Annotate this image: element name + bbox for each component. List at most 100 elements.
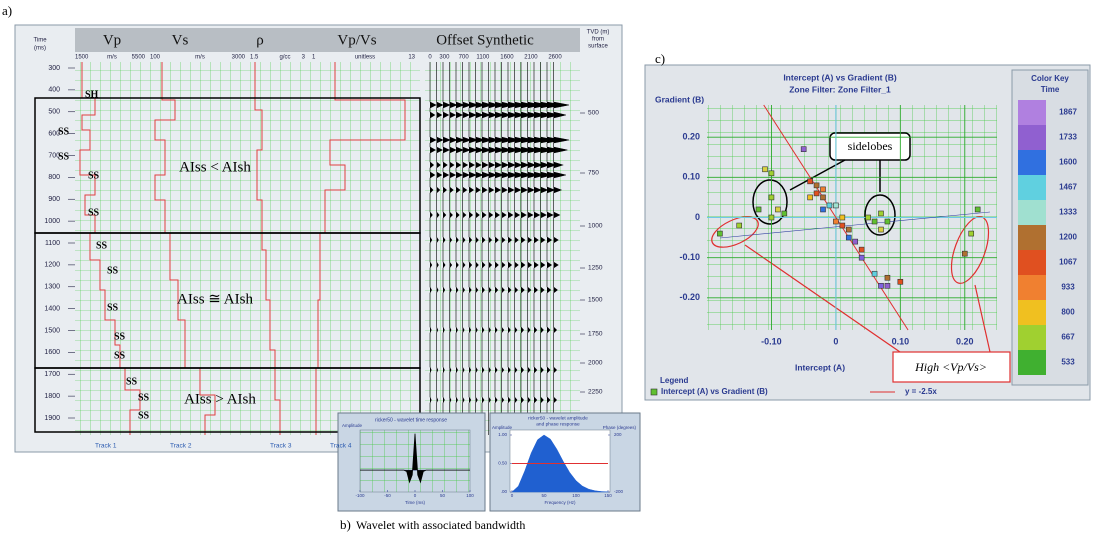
point <box>820 206 826 213</box>
y-tick-label: .00 <box>501 489 508 494</box>
chart-title: Intercept (A) vs Gradient (B) <box>783 72 897 82</box>
lithology-label: SS <box>96 240 108 251</box>
x-axis-label: Time (ms) <box>405 500 426 505</box>
point <box>884 274 891 281</box>
color-swatch <box>1018 250 1046 275</box>
lithology-label: SS <box>107 265 119 276</box>
point <box>884 218 891 225</box>
point <box>878 283 884 289</box>
color-key-label: 1067 <box>1059 258 1077 267</box>
lithology-label: SS <box>114 350 126 361</box>
scale-label: 100 <box>150 55 161 61</box>
x-tick-label: 50 <box>440 493 446 498</box>
lithology-label: SS <box>58 151 70 162</box>
lithology-label: SS <box>138 392 150 403</box>
annotation: High <Vp/Vs> <box>914 360 987 374</box>
y-tick-label: 1.00 <box>498 432 507 437</box>
color-swatch <box>1018 225 1046 250</box>
point <box>775 206 781 213</box>
trace <box>514 62 528 435</box>
point <box>807 178 813 185</box>
color-swatch <box>1018 125 1046 150</box>
point <box>897 278 904 285</box>
time-tick-label: 1300 <box>44 284 60 291</box>
x-tick-label: 50 <box>541 493 547 498</box>
point <box>800 146 807 152</box>
wavelet <box>360 433 470 484</box>
time-tick-label: 1400 <box>44 305 60 312</box>
point <box>768 214 775 221</box>
legend-label: y = -2.5x <box>905 387 937 396</box>
x-tick-label: -50 <box>384 493 391 498</box>
x-axis-label: Frequency (Hz) <box>544 500 576 505</box>
scale-label: m/s <box>195 55 205 61</box>
track-label: Track 4 <box>330 443 352 450</box>
zone-label: AIss < AIsh <box>179 159 251 175</box>
log-header <box>75 28 580 52</box>
trace <box>436 62 444 435</box>
lithology-label: SS <box>107 302 119 313</box>
chart-title: and phase response <box>536 421 580 427</box>
point <box>858 254 865 261</box>
trace <box>442 62 451 435</box>
y-tick-label: 0.50 <box>498 461 507 466</box>
background-line <box>719 211 991 239</box>
log-grid <box>75 62 420 435</box>
trace <box>429 62 437 435</box>
trace <box>468 62 479 435</box>
point <box>717 230 723 237</box>
caption: Wavelet with associated bandwidth <box>356 518 525 532</box>
point <box>871 270 878 277</box>
scale-label: m/s <box>107 55 117 61</box>
track-title: Vp <box>103 32 121 48</box>
lithology-label: SS <box>58 126 70 137</box>
color-key-label: 1867 <box>1059 108 1077 117</box>
scale-label: 13 <box>408 55 415 61</box>
time-tick-label: 700 <box>48 152 60 159</box>
trace <box>481 62 494 435</box>
color-swatch <box>1018 150 1046 175</box>
lithology-label: SS <box>88 207 100 218</box>
tvd-tick-label: 1250 <box>588 265 603 272</box>
panel-label: b) <box>340 517 351 532</box>
axis-label: TVD (m) <box>587 30 610 36</box>
y-tick-label: 0.20 <box>682 132 700 142</box>
trace <box>520 62 535 435</box>
tvd-tick-label: 2250 <box>588 389 603 396</box>
y-tick-label: 0 <box>695 212 700 222</box>
legend-label: Intercept (A) vs Gradient (B) <box>661 387 768 396</box>
color-swatch <box>1018 300 1046 325</box>
lithology-label: SS <box>126 376 138 387</box>
color-swatch <box>1018 200 1046 225</box>
annotation: sidelobes <box>848 139 893 153</box>
point <box>878 226 884 233</box>
scale-label: 1500 <box>75 55 89 61</box>
point <box>961 250 968 257</box>
track-label: Track 2 <box>170 443 192 450</box>
scale-label: 1.5 <box>250 55 259 61</box>
time-tick-label: 1200 <box>44 262 60 269</box>
offset-label: 0 <box>428 55 432 61</box>
color-key-label: 667 <box>1061 333 1075 342</box>
y-axis-label: Amplitude <box>492 425 513 430</box>
high-vpvs-marks <box>711 216 1011 383</box>
tvd-tick-label: 2000 <box>588 360 603 367</box>
x-axis-label: Intercept (A) <box>795 362 845 372</box>
axis-label: Time <box>33 38 47 44</box>
scale-label: 3 <box>302 55 306 61</box>
track-label: Track 1 <box>95 443 117 450</box>
x-tick-label: 0.10 <box>892 336 910 346</box>
time-tick-label: 500 <box>48 109 60 116</box>
trace <box>455 62 465 435</box>
point <box>813 182 820 189</box>
trace <box>488 62 501 435</box>
time-tick-label: 1800 <box>44 393 60 400</box>
time-tick-label: 1100 <box>45 240 60 247</box>
lithology-label: SH <box>85 89 99 100</box>
zone-boxes <box>34 97 421 433</box>
time-tick-label: 600 <box>48 130 60 137</box>
trace <box>449 62 458 435</box>
trace <box>546 62 563 435</box>
trace <box>527 62 542 435</box>
